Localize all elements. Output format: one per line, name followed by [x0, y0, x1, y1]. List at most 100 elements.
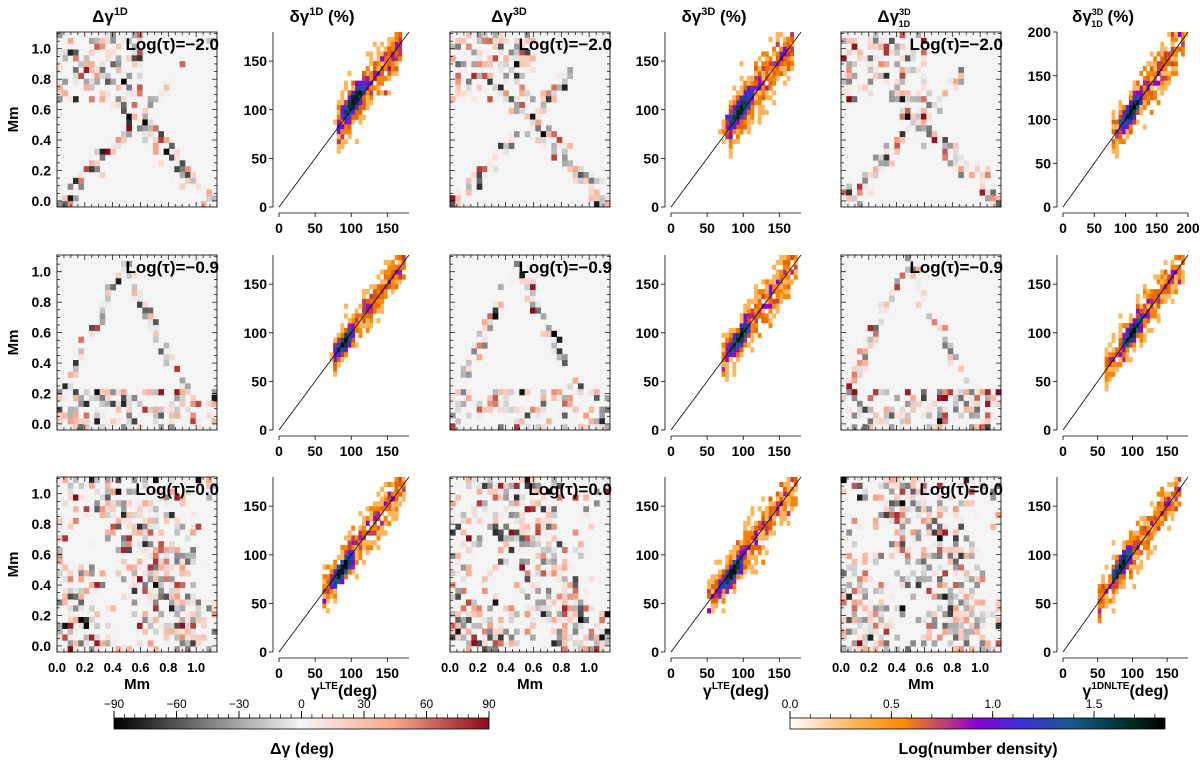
map-cell: [905, 558, 911, 565]
density-cell: [743, 90, 748, 96]
density-cell: [1153, 515, 1158, 522]
map-cell: [460, 605, 467, 612]
density-cell: [380, 61, 385, 67]
density-cell: [725, 332, 730, 338]
map-cell: [556, 354, 563, 361]
density-cell: [1139, 515, 1144, 522]
map-cell: [546, 552, 552, 559]
map-cell: [487, 400, 493, 407]
map-cell: [958, 599, 964, 606]
map-cell: [455, 189, 461, 196]
map-cell: [476, 166, 483, 173]
density-cell: [369, 293, 374, 300]
map-cell: [899, 96, 906, 103]
density-cell: [340, 143, 345, 149]
map-cell: [905, 400, 911, 407]
map-cell: [990, 646, 996, 653]
map-cell: [846, 67, 852, 74]
map-cell: [121, 547, 127, 554]
map-cell: [174, 547, 180, 554]
map-cell: [211, 611, 218, 618]
density-cell: [390, 515, 395, 522]
density-cell: [365, 104, 370, 111]
map-cell: [519, 412, 525, 419]
map-cell: [524, 541, 531, 548]
density-cell: [772, 520, 777, 526]
density-cell: [1181, 41, 1185, 47]
map-cell: [953, 354, 959, 361]
density-cell: [725, 559, 730, 565]
density-cell: [746, 104, 751, 111]
map-cell: [862, 634, 868, 641]
map-cell: [169, 406, 175, 413]
density-cell: [369, 56, 374, 62]
map-cell: [540, 389, 547, 396]
map-cell: [137, 78, 143, 85]
map-cell: [974, 389, 980, 396]
map-cell: [524, 424, 531, 431]
density-cell: [1177, 279, 1182, 285]
x-axis-label: Mm: [124, 676, 150, 693]
map-cell: [508, 634, 515, 641]
map-cell: [599, 628, 605, 635]
density-cell: [1163, 289, 1168, 295]
map-cell: [524, 628, 531, 635]
map-cell: [857, 477, 863, 484]
density-cell: [365, 327, 370, 334]
density-cell: [1149, 289, 1154, 295]
map-cell: [905, 113, 911, 120]
map-cell: [910, 113, 916, 120]
map-cell: [508, 611, 515, 618]
density-cell: [728, 114, 733, 120]
density-cell: [750, 337, 755, 343]
density-cell: [754, 318, 758, 324]
map-cell: [126, 84, 132, 91]
x-tick-label: 1.0: [971, 660, 989, 675]
map-cell: [851, 377, 858, 384]
map-cell: [937, 599, 943, 606]
map-cell: [110, 389, 116, 396]
map-cell: [142, 611, 148, 618]
map-cell: [979, 189, 986, 196]
density-cell: [1111, 554, 1116, 560]
density-cell: [383, 259, 388, 266]
map-cell: [889, 477, 895, 484]
density-cell: [790, 61, 795, 67]
density-cell: [1160, 293, 1164, 300]
map-cell: [83, 412, 90, 419]
map-cell: [588, 172, 595, 179]
density-cell: [358, 323, 363, 329]
map-cell: [498, 301, 504, 308]
map-cell: [508, 131, 515, 138]
density-cell: [1132, 545, 1137, 551]
density-cell: [340, 138, 345, 145]
density-cell: [1115, 134, 1119, 140]
map-cell: [73, 55, 79, 62]
map-cell: [211, 195, 218, 202]
map-cell: [556, 482, 563, 489]
density-cell: [387, 506, 392, 512]
density-cell: [732, 559, 737, 565]
density-cell: [754, 70, 758, 77]
map-cell: [963, 535, 970, 542]
map-cell: [487, 37, 493, 44]
map-cell: [862, 576, 868, 583]
map-cell: [153, 319, 159, 326]
map-cell: [126, 576, 132, 583]
map-cell: [147, 640, 154, 647]
density-cell: [1153, 56, 1158, 62]
map-cell: [519, 541, 525, 548]
map-cell: [206, 400, 212, 407]
density-cell: [376, 308, 381, 314]
density-cell: [732, 124, 737, 130]
map-cell: [926, 113, 932, 120]
map-cell: [94, 67, 100, 74]
density-cell: [790, 32, 795, 38]
map-cell: [899, 547, 906, 554]
map-cell: [508, 142, 515, 149]
density-cell: [387, 51, 392, 57]
map-cell: [979, 622, 986, 629]
map-cell: [551, 523, 557, 530]
map-cell: [195, 634, 202, 641]
map-cell: [551, 640, 557, 647]
